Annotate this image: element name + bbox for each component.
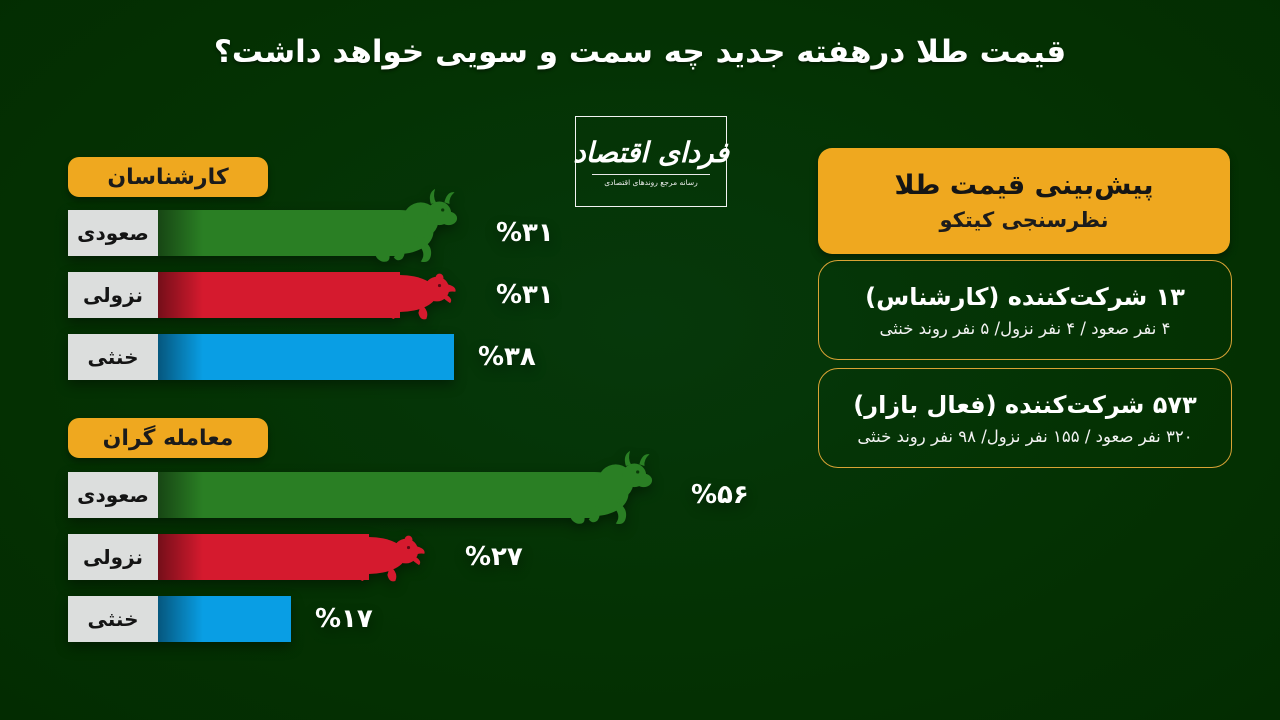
traders-stat-card: ۵۷۳ شرکت‌کننده (فعال بازار) ۳۲۰ نفر صعود…	[818, 368, 1232, 468]
category-label: نزولی	[68, 534, 158, 580]
category-label: صعودی	[68, 472, 158, 518]
percent-value: %۵۶	[691, 480, 749, 510]
logo-wordmark: فردای اقتصاد	[573, 135, 729, 169]
bar-fill-bearish	[158, 272, 400, 318]
percent-value: %۳۱	[496, 280, 554, 310]
group-label-traders: معامله گران	[68, 418, 268, 458]
experts-stat-title: ۱۳ شرکت‌کننده (کارشناس)	[865, 282, 1185, 311]
survey-header-title: پیش‌بینی قیمت طلا	[894, 170, 1154, 201]
bar-row-experts-bearish: نزولی %۳۱	[68, 272, 554, 320]
category-label: خنثی	[68, 596, 158, 642]
survey-header-subtitle: نظرسنجی کیتکو	[939, 208, 1109, 232]
experts-stat-detail: ۴ نفر صعود / ۴ نفر نزول/ ۵ نفر روند خنثی	[879, 318, 1171, 338]
bar-fill-neutral	[158, 596, 291, 642]
bar-fill-bullish	[158, 210, 400, 256]
bar-row-experts-bullish: صعودی %۳۱	[68, 188, 554, 263]
bar-row-traders-bearish: نزولی %۲۷	[68, 534, 523, 582]
bar-fill-neutral	[158, 334, 454, 380]
group-label-experts: کارشناسان	[68, 157, 268, 197]
bar-fill-bullish	[158, 472, 595, 518]
bar-row-experts-neutral: خنثی %۳۸	[68, 334, 536, 380]
percent-value: %۲۷	[465, 542, 523, 572]
category-label: صعودی	[68, 210, 158, 256]
traders-stat-title: ۵۷۳ شرکت‌کننده (فعال بازار)	[853, 390, 1197, 419]
traders-stat-detail: ۳۲۰ نفر صعود / ۱۵۵ نفر نزول/ ۹۸ نفر روند…	[857, 426, 1193, 446]
logo: فردای اقتصاد رسانه مرجع روندهای اقتصادی	[573, 116, 729, 207]
bar-row-traders-bullish: صعودی %۵۶	[68, 450, 749, 525]
experts-stat-card: ۱۳ شرکت‌کننده (کارشناس) ۴ نفر صعود / ۴ ن…	[818, 260, 1232, 360]
bar-row-traders-neutral: خنثی %۱۷	[68, 596, 373, 642]
logo-divider	[592, 174, 710, 176]
percent-value: %۳۸	[478, 342, 536, 372]
category-label: نزولی	[68, 272, 158, 318]
survey-header-card: پیش‌بینی قیمت طلا نظرسنجی کیتکو	[818, 148, 1230, 254]
percent-value: %۳۱	[496, 218, 554, 248]
page-title: قیمت طلا درهفته جدید چه سمت و سویی خواهد…	[213, 34, 1067, 70]
category-label: خنثی	[68, 334, 158, 380]
bar-fill-bearish	[158, 534, 369, 580]
percent-value: %۱۷	[315, 604, 373, 634]
logo-tagline: رسانه مرجع روندهای اقتصادی	[604, 178, 698, 188]
